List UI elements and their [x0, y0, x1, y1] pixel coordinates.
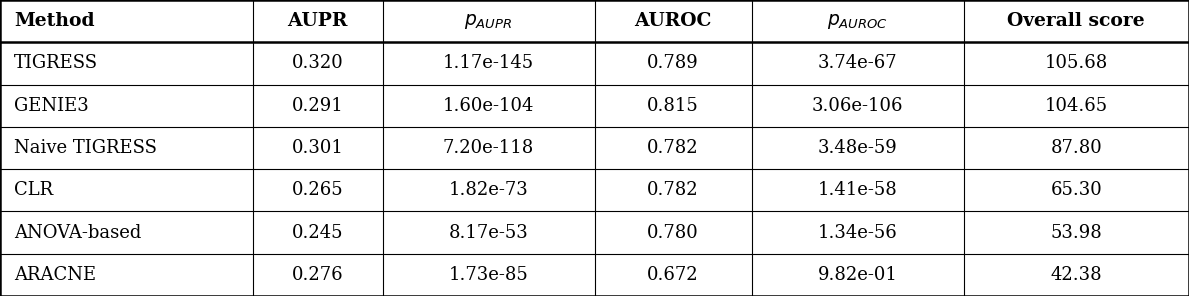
Text: AUROC: AUROC [635, 12, 712, 30]
Text: CLR: CLR [14, 181, 54, 199]
Text: 0.782: 0.782 [647, 181, 699, 199]
Text: 0.276: 0.276 [292, 266, 344, 284]
Text: TIGRESS: TIGRESS [14, 54, 99, 73]
Text: 0.782: 0.782 [647, 139, 699, 157]
Text: Method: Method [14, 12, 95, 30]
Text: 0.320: 0.320 [291, 54, 344, 73]
Text: 1.34e-56: 1.34e-56 [818, 223, 898, 242]
Text: AUPR: AUPR [288, 12, 348, 30]
Text: 1.73e-85: 1.73e-85 [448, 266, 528, 284]
Text: GENIE3: GENIE3 [14, 97, 89, 115]
Text: 3.74e-67: 3.74e-67 [818, 54, 898, 73]
Text: 1.82e-73: 1.82e-73 [448, 181, 528, 199]
Text: 0.815: 0.815 [647, 97, 699, 115]
Text: 0.672: 0.672 [647, 266, 699, 284]
Text: ARACNE: ARACNE [14, 266, 96, 284]
Text: 104.65: 104.65 [1045, 97, 1108, 115]
Text: $p_{AUROC}$: $p_{AUROC}$ [828, 12, 888, 31]
Text: 53.98: 53.98 [1050, 223, 1102, 242]
Text: 1.41e-58: 1.41e-58 [818, 181, 898, 199]
Text: 0.245: 0.245 [292, 223, 344, 242]
Text: 9.82e-01: 9.82e-01 [818, 266, 898, 284]
Text: Naive TIGRESS: Naive TIGRESS [14, 139, 157, 157]
Text: 3.48e-59: 3.48e-59 [818, 139, 898, 157]
Text: Overall score: Overall score [1007, 12, 1145, 30]
Text: 8.17e-53: 8.17e-53 [448, 223, 528, 242]
Text: 0.291: 0.291 [291, 97, 344, 115]
Text: 0.789: 0.789 [647, 54, 699, 73]
Text: 0.301: 0.301 [291, 139, 344, 157]
Text: 3.06e-106: 3.06e-106 [812, 97, 904, 115]
Text: $p_{AUPR}$: $p_{AUPR}$ [465, 12, 512, 31]
Text: 0.780: 0.780 [647, 223, 699, 242]
Text: 1.17e-145: 1.17e-145 [443, 54, 534, 73]
Text: 0.265: 0.265 [292, 181, 344, 199]
Text: 87.80: 87.80 [1050, 139, 1102, 157]
Text: 65.30: 65.30 [1050, 181, 1102, 199]
Text: 42.38: 42.38 [1050, 266, 1102, 284]
Text: ANOVA-based: ANOVA-based [14, 223, 141, 242]
Text: 1.60e-104: 1.60e-104 [442, 97, 534, 115]
Text: 7.20e-118: 7.20e-118 [443, 139, 534, 157]
Text: 105.68: 105.68 [1045, 54, 1108, 73]
